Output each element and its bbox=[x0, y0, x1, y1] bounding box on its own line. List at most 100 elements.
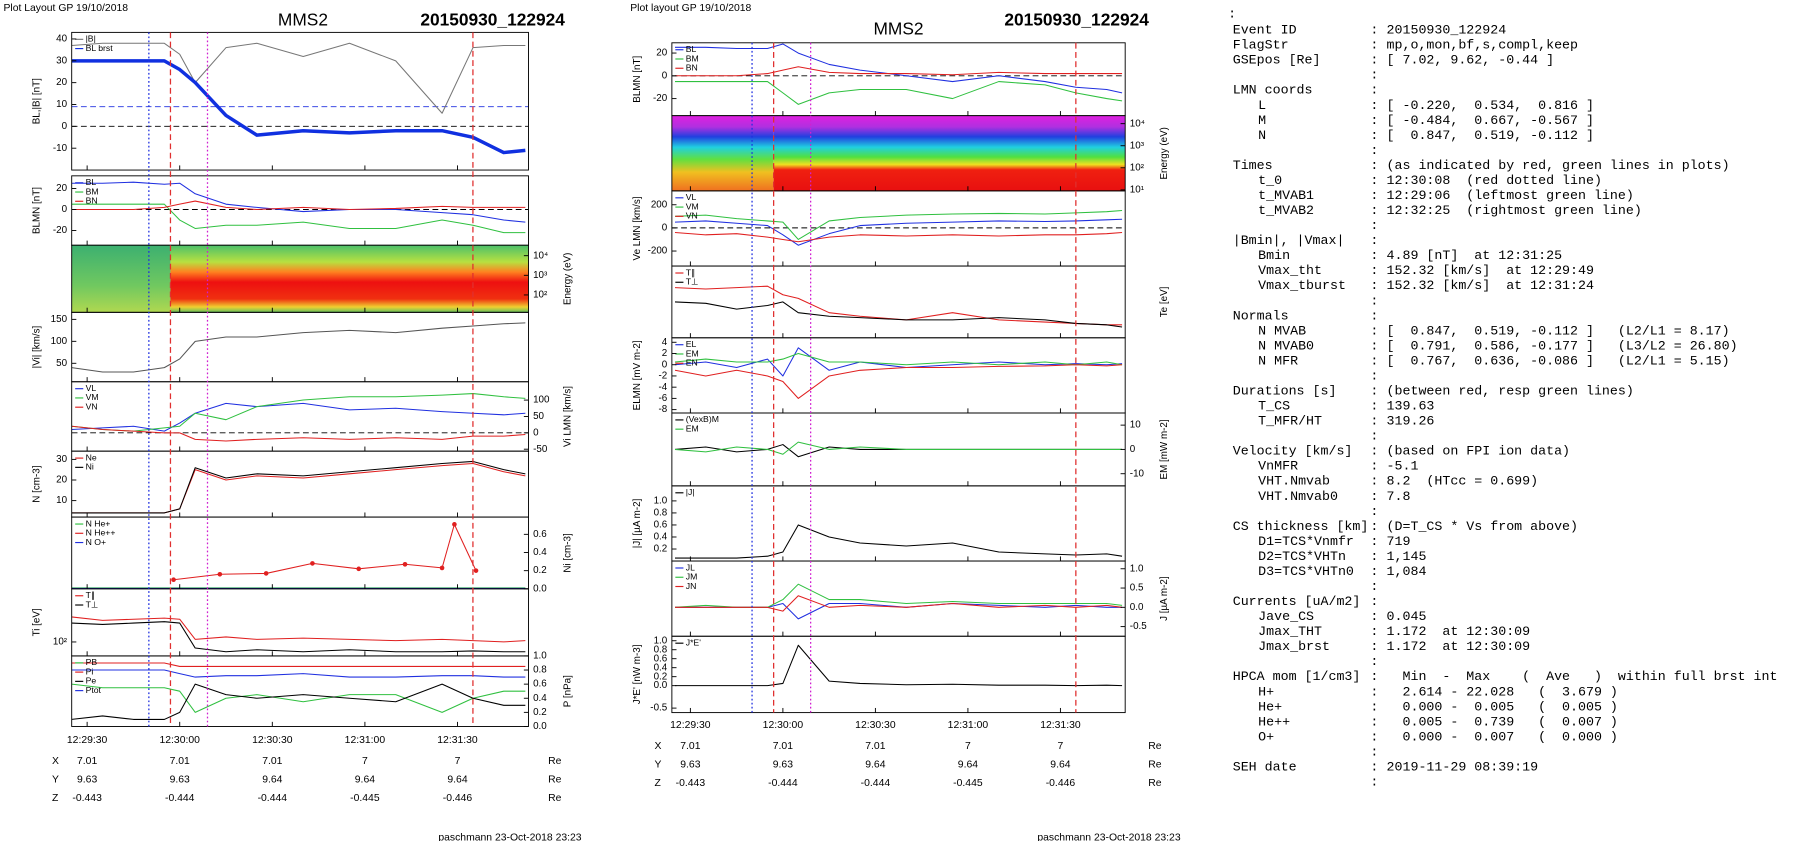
info-key: Durations [s] bbox=[1233, 384, 1337, 399]
x-tick-label: 12:30:00 bbox=[159, 735, 200, 746]
info-value: 139.63 bbox=[1387, 399, 1435, 414]
y-tick-label: 20 bbox=[56, 475, 67, 486]
legend-label: (VexB)M bbox=[686, 414, 719, 424]
y-tick-label: 10⁴ bbox=[533, 250, 548, 261]
y-axis-label: Ti [eV] bbox=[32, 608, 43, 636]
y-tick-label: 40 bbox=[56, 34, 67, 45]
ephemeris-value: -0.444 bbox=[768, 778, 798, 789]
y-tick-label: 10 bbox=[56, 495, 67, 506]
y-tick-label: 0 bbox=[533, 427, 539, 438]
series-line bbox=[71, 616, 526, 643]
separator: : bbox=[1370, 308, 1378, 323]
info-key: D3=TCS*VHTn0 bbox=[1258, 564, 1354, 579]
ephemeris-value: 7 bbox=[455, 756, 461, 767]
separator: : bbox=[1370, 639, 1378, 654]
ephemeris-value: 7.01 bbox=[262, 756, 282, 767]
panel-plot bbox=[674, 347, 1123, 399]
info-value: 0.005 - 0.739 ( 0.007 ) bbox=[1387, 714, 1618, 729]
y-axis-label: J [µA m-2] bbox=[1159, 576, 1170, 621]
y-axis-label: |Vi| [km/s] bbox=[32, 325, 43, 368]
separator: : bbox=[1370, 549, 1378, 564]
y-tick-label: 10 bbox=[56, 99, 67, 110]
info-value: 2019-11-29 08:39:19 bbox=[1387, 759, 1539, 774]
info-value: 1,084 bbox=[1387, 564, 1427, 579]
separator: : bbox=[1370, 368, 1378, 383]
ephemeris-value: -0.443 bbox=[676, 778, 706, 789]
y-tick-label: 0.8 bbox=[533, 665, 547, 676]
y-tick-label: 0.0 bbox=[654, 680, 668, 691]
panel-plot bbox=[674, 644, 1123, 687]
ephemeris-value: 7.01 bbox=[865, 741, 885, 752]
info-key: VHT.Nmvab bbox=[1258, 474, 1330, 489]
panel-frame bbox=[671, 560, 1126, 637]
panel-frame bbox=[71, 175, 529, 246]
y-tick-label: 20 bbox=[656, 48, 667, 59]
series-line bbox=[173, 523, 477, 581]
ephemeris-value: -0.445 bbox=[953, 778, 983, 789]
separator: : bbox=[1370, 293, 1378, 308]
separator: : bbox=[1370, 699, 1378, 714]
series-marker bbox=[452, 522, 457, 527]
y-tick-label: -10 bbox=[53, 143, 68, 154]
legend-label: VM bbox=[86, 392, 99, 402]
info-key: N MVAB0 bbox=[1258, 338, 1314, 353]
series-line bbox=[71, 463, 526, 514]
y-tick-label: -10 bbox=[1130, 468, 1145, 479]
x-tick-label: 12:30:30 bbox=[252, 735, 293, 746]
y-axis-label: Te [eV] bbox=[1159, 286, 1170, 317]
info-key: Event ID bbox=[1233, 23, 1297, 38]
y-axis-label: BL,|B| [nT] bbox=[32, 78, 43, 124]
series-line bbox=[71, 621, 526, 653]
y-tick-label: 0.2 bbox=[654, 671, 668, 682]
y-axis-label: ELMN [mV m-2] bbox=[632, 340, 643, 410]
y-axis-label: Ni [cm-3] bbox=[562, 533, 573, 573]
separator: : bbox=[1370, 534, 1378, 549]
info-value: 12:32:25 (rightmost green line) bbox=[1387, 203, 1642, 218]
info-value: 319.26 bbox=[1387, 414, 1435, 429]
y-tick-label: 0.6 bbox=[533, 679, 547, 690]
info-key: T_MFR/HT bbox=[1258, 414, 1322, 429]
legend-label: EL bbox=[686, 339, 697, 349]
info-key: Vmax_tburst bbox=[1258, 278, 1346, 293]
y-tick-label: 4 bbox=[662, 337, 668, 348]
y-tick-label: 0.4 bbox=[654, 532, 668, 543]
series-line bbox=[674, 441, 1123, 455]
legend-label: N He++ bbox=[86, 528, 116, 538]
separator: : bbox=[1370, 68, 1378, 83]
y-tick-label: -200 bbox=[648, 246, 668, 257]
info-key: Currents [uA/m2] bbox=[1233, 594, 1361, 609]
y-tick-label: 0.2 bbox=[533, 707, 547, 718]
series-line bbox=[71, 460, 526, 514]
footer: paschmann 23-Oct-2018 23:23 bbox=[438, 832, 581, 841]
y-tick-label: -20 bbox=[653, 93, 668, 104]
panel-frame bbox=[671, 635, 1126, 714]
ephemeris-unit: Re bbox=[1148, 741, 1162, 752]
separator: : bbox=[1370, 594, 1378, 609]
y-tick-label: 10¹ bbox=[1130, 184, 1145, 195]
separator: : bbox=[1370, 775, 1378, 790]
y-tick-label: 0.4 bbox=[533, 693, 547, 704]
ephemeris-value: -0.444 bbox=[861, 778, 891, 789]
series-line bbox=[71, 669, 526, 678]
info-value: [ 0.767, 0.636, -0.086 ] (L2/L1 = 5.15) bbox=[1387, 353, 1730, 368]
x-tick-label: 12:29:30 bbox=[670, 720, 711, 731]
y-tick-label: 1.0 bbox=[1130, 563, 1144, 574]
panel-frame bbox=[71, 381, 529, 452]
panel-plot bbox=[71, 616, 526, 653]
y-tick-label: 10² bbox=[1130, 162, 1145, 173]
info-key: t_MVAB2 bbox=[1258, 203, 1314, 218]
ephemeris-value: 7 bbox=[362, 756, 368, 767]
separator: : bbox=[1370, 579, 1378, 594]
y-tick-label: 0.2 bbox=[654, 544, 668, 555]
separator: : bbox=[1370, 233, 1378, 248]
ephemeris-value: 9.64 bbox=[355, 774, 375, 785]
series-line bbox=[71, 200, 526, 211]
info-value: (D=T_CS * Vs from above) bbox=[1387, 519, 1578, 534]
ephemeris-unit: Re bbox=[548, 756, 562, 767]
info-value: (between red, resp green lines) bbox=[1387, 384, 1634, 399]
y-tick-label: 0.6 bbox=[533, 529, 547, 540]
separator: : bbox=[1370, 489, 1378, 504]
panel-frame bbox=[671, 485, 1126, 562]
series-line bbox=[674, 285, 1123, 326]
ephemeris-value: -0.446 bbox=[443, 793, 473, 804]
